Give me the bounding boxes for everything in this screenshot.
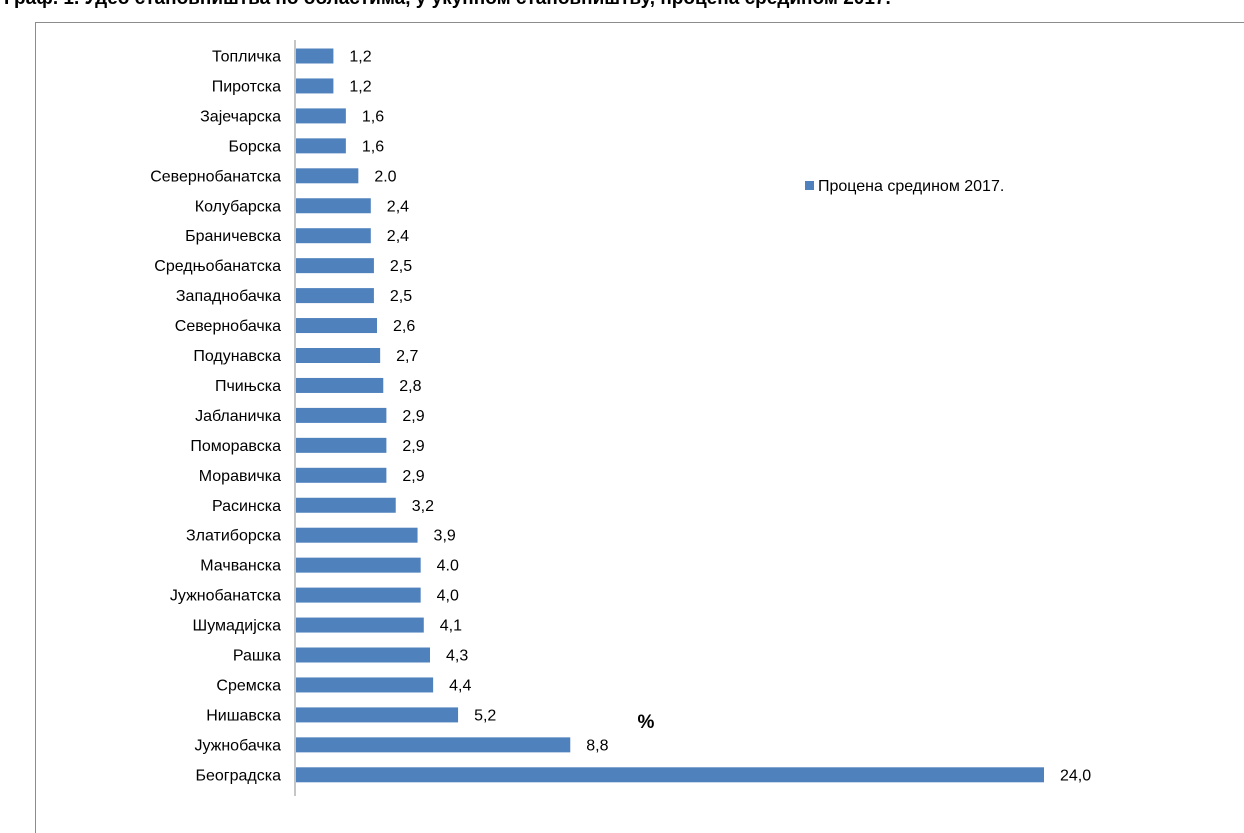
bar — [296, 557, 421, 573]
data-label: 3,9 — [434, 528, 456, 545]
data-label: 2,9 — [402, 438, 424, 455]
bar — [296, 318, 378, 334]
bar — [296, 497, 396, 513]
category-label: Рашка — [233, 648, 281, 665]
bar — [296, 168, 359, 184]
legend-label: Процена средином 2017. — [818, 178, 1004, 195]
data-label: 2,7 — [396, 348, 418, 365]
category-label: Моравичка — [199, 468, 281, 485]
bar — [296, 647, 431, 663]
x-axis-title: % — [638, 712, 655, 733]
data-label: 4,1 — [440, 618, 462, 635]
data-label: 2,5 — [390, 258, 412, 275]
legend-swatch — [805, 181, 814, 190]
bar — [296, 377, 384, 393]
bar — [296, 108, 346, 124]
bar — [296, 228, 371, 244]
data-label: 4,3 — [446, 648, 468, 665]
category-label: Топличка — [212, 49, 281, 66]
data-label: 4,4 — [449, 677, 471, 694]
category-label: Поморавска — [190, 438, 281, 455]
data-label: 24,0 — [1060, 767, 1091, 784]
data-label: 3,2 — [412, 498, 434, 515]
data-label: 5,2 — [474, 707, 496, 724]
bar — [296, 707, 459, 723]
data-label: 2,9 — [402, 468, 424, 485]
category-label: Нишавска — [206, 707, 281, 724]
category-label: Јужнобанатска — [170, 588, 281, 605]
bar — [296, 258, 374, 274]
category-label: Јужнобачка — [194, 737, 281, 754]
bar — [296, 48, 334, 64]
bar — [296, 198, 371, 214]
category-label: Севернобачка — [175, 318, 281, 335]
category-label: Борска — [228, 138, 281, 155]
category-label: Пиротска — [212, 78, 281, 95]
category-label: Зајечарска — [200, 108, 281, 125]
data-label: 2,9 — [402, 408, 424, 425]
category-label: Подунавска — [193, 348, 281, 365]
data-label: 8,8 — [586, 737, 608, 754]
chart-title: Граф. 1. Удео становништва по областима,… — [4, 0, 1244, 10]
bar — [296, 467, 387, 483]
data-label: 2,4 — [387, 198, 409, 215]
category-label: Колубарска — [195, 198, 281, 215]
bar — [296, 437, 387, 453]
chart-frame — [35, 22, 1244, 833]
category-label: Јабланичка — [195, 408, 281, 425]
data-label: 2,5 — [390, 288, 412, 305]
category-label: Београдска — [195, 767, 281, 784]
data-label: 1,2 — [349, 78, 371, 95]
category-label: Западнобачка — [176, 288, 281, 305]
bar — [296, 767, 1044, 783]
category-label: Пчињска — [215, 378, 281, 395]
data-label: 2,6 — [393, 318, 415, 335]
bar — [296, 288, 374, 304]
category-label: Шумадијска — [193, 618, 282, 635]
data-label: 1,2 — [349, 49, 371, 66]
bar — [296, 737, 571, 753]
bar — [296, 617, 424, 633]
bar — [296, 138, 346, 154]
bar — [296, 78, 334, 94]
category-label: Златиборска — [186, 528, 281, 545]
data-label: 1,6 — [362, 138, 384, 155]
data-label: 4,0 — [437, 588, 459, 605]
category-label: Расинска — [212, 498, 281, 515]
bar — [296, 587, 421, 603]
bar — [296, 677, 434, 693]
data-label: 1,6 — [362, 108, 384, 125]
data-label: 2,8 — [399, 378, 421, 395]
data-label: 2.0 — [374, 168, 396, 185]
category-label: Средњобанатска — [154, 258, 281, 275]
category-label: Севернобанатска — [150, 168, 281, 185]
category-label: Мачванска — [200, 558, 281, 575]
category-label: Браничевска — [185, 228, 281, 245]
bar — [296, 348, 381, 363]
bar — [296, 527, 418, 543]
data-label: 2,4 — [387, 228, 409, 245]
data-label: 4.0 — [437, 558, 459, 575]
category-label: Сремска — [216, 677, 281, 694]
bar — [296, 407, 387, 423]
